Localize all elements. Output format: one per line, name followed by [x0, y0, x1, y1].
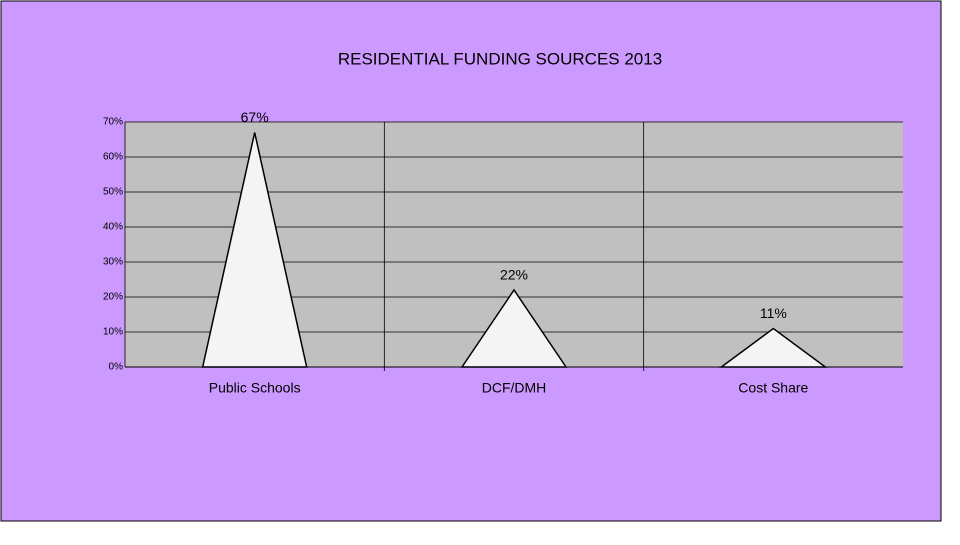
y-tick-label: 20% [103, 292, 123, 303]
x-tick-label: Public Schools [209, 380, 301, 396]
value-label: 11% [760, 305, 787, 321]
y-tick-label: 0% [109, 362, 124, 373]
bar [719, 327, 828, 368]
y-tick-label: 50% [103, 187, 123, 198]
x-tick-label: DCF/DMH [482, 380, 547, 396]
y-tick-label: 70% [103, 117, 123, 128]
bar [201, 132, 308, 368]
y-tick-label: 10% [103, 327, 123, 338]
y-tick-label: 30% [103, 257, 123, 268]
chart-title: RESIDENTIAL FUNDING SOURCES 2013 [338, 49, 662, 68]
value-label: 67% [241, 109, 269, 125]
y-tick-label: 60% [103, 152, 123, 163]
y-tick-label: 40% [103, 222, 123, 233]
x-tick-label: Cost Share [738, 380, 808, 396]
bar [460, 288, 568, 368]
value-label: 22% [500, 267, 528, 283]
